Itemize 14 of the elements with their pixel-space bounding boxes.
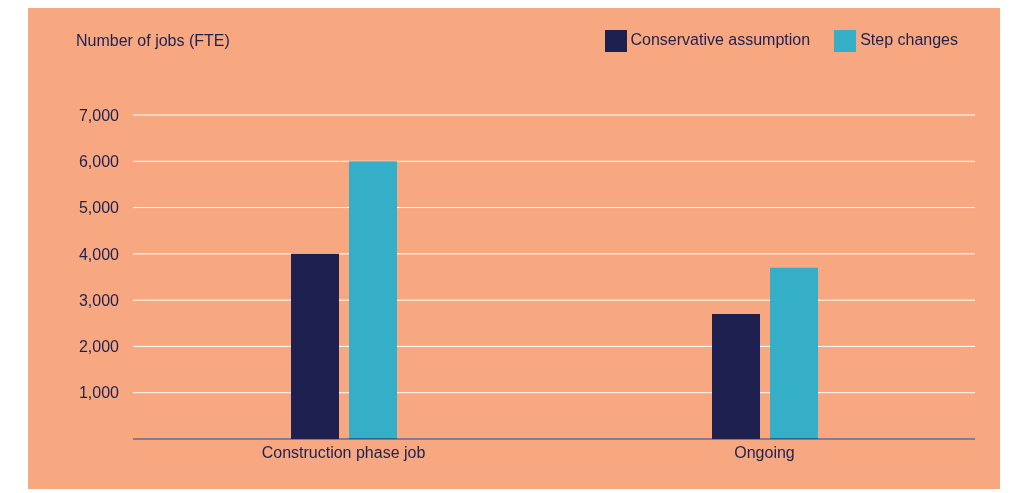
y-tick-label: 5,000 [78,199,120,217]
y-tick-label: 3,000 [78,291,120,309]
y-tick-label: 4,000 [78,245,120,263]
y-tick-label: 6,000 [78,152,120,170]
x-tick-label: Construction phase job [261,444,426,462]
bar [770,267,818,439]
y-tick-label: 7,000 [78,106,120,124]
y-tick-label: 1,000 [78,384,120,402]
legend-label: Step changes [860,31,958,49]
legend-label: Conservative assumption [630,31,811,49]
bar [349,161,397,439]
y-axis-title: Number of jobs (FTE) [76,32,230,50]
y-tick-label: 2,000 [78,338,120,356]
x-tick-label: Ongoing [734,444,795,462]
